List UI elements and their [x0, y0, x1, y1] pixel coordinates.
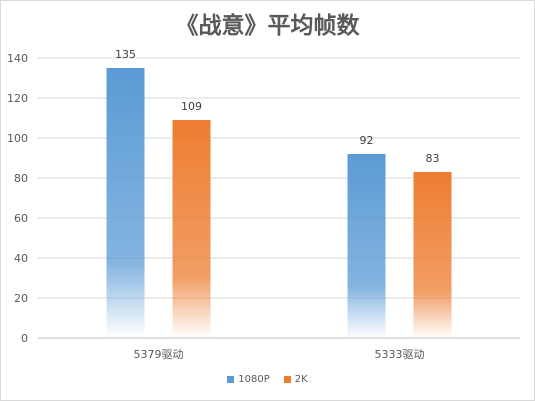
label-layer: 0 20 40 60 80 100 120 140 135 109 5379驱动 92 83 5333驱动	[7, 48, 440, 361]
legend: 1080P 2K	[0, 374, 535, 385]
y-tick-label-60: 60	[14, 212, 28, 225]
bar-2k-1	[413, 172, 452, 338]
legend-item-2k: 2K	[283, 374, 308, 385]
y-tick-label-80: 80	[14, 172, 28, 185]
x-tick-label-1: 5333驱动	[375, 348, 425, 361]
bar-1080p-1	[347, 154, 386, 338]
y-tick-label-0: 0	[21, 332, 28, 345]
legend-item-1080p: 1080P	[227, 374, 270, 385]
data-label-2k-1: 83	[426, 152, 440, 165]
bar-layer	[106, 68, 452, 338]
data-label-2k-0: 109	[181, 100, 202, 113]
legend-label-2k: 2K	[294, 374, 308, 385]
y-tick-label-100: 100	[7, 132, 28, 145]
legend-swatch-2k	[283, 376, 291, 383]
y-tick-label-40: 40	[14, 252, 28, 265]
chart-title: 《战意》平均帧数	[175, 12, 360, 39]
bar-2k-0	[172, 120, 211, 338]
data-label-1080p-0: 135	[115, 48, 136, 61]
legend-swatch-1080p	[227, 376, 235, 383]
x-tick-label-0: 5379驱动	[134, 348, 184, 361]
y-tick-label-140: 140	[7, 52, 28, 65]
bar-1080p-0	[106, 68, 145, 338]
y-tick-label-20: 20	[14, 292, 28, 305]
y-tick-label-120: 120	[7, 92, 28, 105]
data-label-1080p-1: 92	[360, 134, 374, 147]
legend-label-1080p: 1080P	[238, 374, 270, 385]
